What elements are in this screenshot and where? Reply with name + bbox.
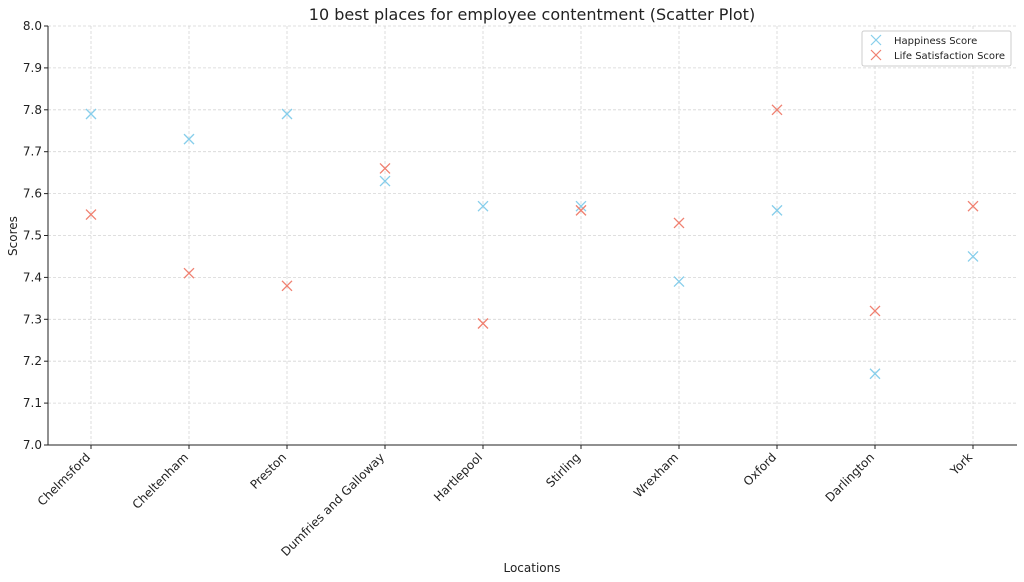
- marker-stroke: [673, 217, 685, 229]
- point-happiness: [771, 204, 783, 216]
- marker-stroke: [869, 368, 881, 380]
- chart-title: 10 best places for employee contentment …: [309, 5, 755, 24]
- x-tick-label: Chelmsford: [35, 450, 93, 508]
- marker-stroke: [281, 108, 293, 120]
- marker-stroke: [869, 305, 881, 317]
- marker-stroke: [771, 104, 783, 116]
- point-life-satisfaction: [771, 104, 783, 116]
- legend-label: Life Satisfaction Score: [894, 51, 1005, 62]
- point-life-satisfaction: [967, 200, 979, 212]
- marker-stroke: [183, 133, 195, 145]
- marker-stroke: [85, 108, 97, 120]
- x-tick-label: Wrexham: [631, 450, 681, 500]
- x-tick-label: Darlington: [823, 450, 878, 505]
- x-tick-label: Stirling: [543, 450, 583, 490]
- point-life-satisfaction: [379, 163, 391, 174]
- point-happiness: [281, 108, 293, 120]
- point-happiness: [869, 368, 881, 380]
- y-tick-label: 7.7: [23, 145, 42, 159]
- point-life-satisfaction: [85, 209, 97, 221]
- marker-stroke: [85, 209, 97, 221]
- point-happiness: [967, 250, 979, 262]
- y-axis-label: Scores: [6, 216, 20, 256]
- point-happiness: [477, 200, 489, 212]
- legend: Happiness Score Life Satisfaction Score: [861, 30, 1012, 67]
- y-tick-label: 7.8: [23, 103, 42, 117]
- marker-stroke: [870, 34, 882, 46]
- x-tick-label: Hartlepool: [431, 450, 485, 504]
- marker-stroke: [967, 200, 979, 212]
- y-tick-label: 8.0: [23, 19, 42, 33]
- marker-stroke: [870, 49, 882, 61]
- point-life-satisfaction: [477, 318, 489, 329]
- marker-stroke: [379, 175, 391, 187]
- point-life-satisfaction: [281, 280, 293, 292]
- marker-stroke: [575, 200, 587, 212]
- data-points: [85, 104, 979, 380]
- x-tick-label: Cheltenham: [130, 450, 192, 512]
- y-tick-label: 7.2: [23, 354, 42, 368]
- y-axis-ticks: 7.0 7.1 7.2 7.3 7.4 7.5 7.6 7.7 7.8 7.9 8.0: [23, 19, 48, 452]
- point-happiness: [85, 108, 97, 120]
- point-life-satisfaction: [575, 204, 587, 216]
- marker-stroke: [281, 280, 293, 292]
- legend-label: Happiness Score: [894, 36, 977, 47]
- y-tick-label: 7.4: [23, 270, 42, 284]
- point-life-satisfaction: [673, 217, 685, 229]
- legend-marker: [870, 49, 882, 61]
- point-life-satisfaction: [183, 267, 195, 279]
- x-tick-label: Dumfries and Galloway: [278, 450, 387, 559]
- marker-stroke: [477, 200, 489, 212]
- legend-marker: [870, 34, 882, 46]
- marker-stroke: [477, 318, 489, 329]
- x-tick-label: York: [947, 450, 975, 478]
- x-axis-label: Locations: [503, 561, 560, 575]
- y-tick-label: 7.1: [23, 396, 42, 410]
- point-happiness: [183, 133, 195, 145]
- marker-stroke: [379, 163, 391, 174]
- legend-box: [861, 30, 1012, 67]
- grid: [48, 25, 1017, 445]
- y-tick-label: 7.0: [23, 438, 42, 452]
- y-tick-label: 7.5: [23, 229, 42, 243]
- x-tick-label: Oxford: [741, 450, 780, 489]
- x-tick-label: Preston: [247, 450, 289, 492]
- marker-stroke: [183, 267, 195, 279]
- marker-stroke: [771, 204, 783, 216]
- point-happiness: [575, 200, 587, 212]
- y-tick-label: 7.6: [23, 187, 42, 201]
- point-happiness: [673, 276, 685, 288]
- marker-stroke: [575, 204, 587, 216]
- point-happiness: [379, 175, 391, 187]
- marker-stroke: [673, 276, 685, 288]
- marker-stroke: [967, 250, 979, 262]
- y-tick-label: 7.3: [23, 312, 42, 326]
- point-life-satisfaction: [869, 305, 881, 317]
- y-tick-label: 7.9: [23, 61, 42, 75]
